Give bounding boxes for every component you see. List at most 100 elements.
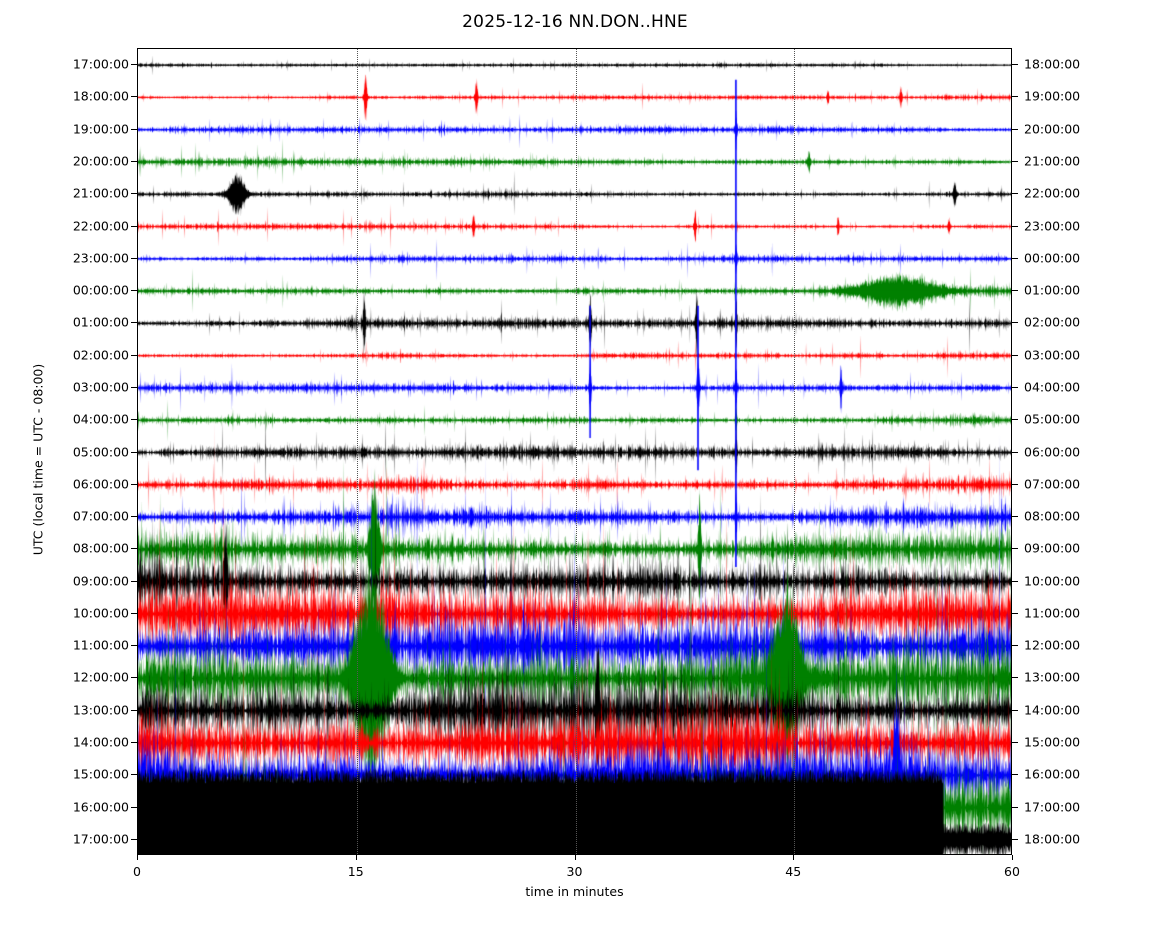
y-tick-label-left: 22:00:00 [72, 218, 129, 234]
y-tick-mark-left [131, 160, 137, 162]
y-tick-mark-right [1012, 96, 1018, 98]
y-tick-mark-left [131, 806, 137, 808]
y-tick-mark-left [131, 257, 137, 259]
x-tick-label: 0 [133, 864, 141, 879]
y-tick-mark-right [1012, 483, 1018, 485]
y-tick-mark-right [1012, 160, 1018, 162]
y-tick-label-right: 23:00:00 [1024, 218, 1081, 234]
y-tick-mark-right [1012, 742, 1018, 744]
x-axis-title: time in minutes [525, 884, 624, 899]
seismogram-traces [138, 49, 1011, 854]
y-tick-mark-left [131, 483, 137, 485]
y-tick-mark-right [1012, 322, 1018, 324]
y-tick-label-right: 17:00:00 [1024, 799, 1081, 815]
y-tick-label-left: 20:00:00 [72, 153, 129, 169]
y-tick-mark-left [131, 709, 137, 711]
y-tick-mark-left [131, 742, 137, 744]
y-tick-label-left: 15:00:00 [72, 766, 129, 782]
y-tick-label-right: 22:00:00 [1024, 185, 1081, 201]
x-tick-mark [793, 855, 795, 860]
y-tick-mark-right [1012, 709, 1018, 711]
y-tick-label-right: 15:00:00 [1024, 734, 1081, 750]
y-tick-label-left: 02:00:00 [72, 347, 129, 363]
y-tick-mark-left [131, 354, 137, 356]
y-tick-label-left: 23:00:00 [72, 250, 129, 266]
y-tick-mark-right [1012, 838, 1018, 840]
x-tick-label: 60 [1004, 864, 1020, 879]
y-tick-label-left: 14:00:00 [72, 734, 129, 750]
y-tick-mark-left [131, 645, 137, 647]
x-tick-label: 30 [566, 864, 583, 879]
y-tick-mark-left [131, 193, 137, 195]
page-title: 2025-12-16 NN.DON..HNE [462, 12, 688, 32]
y-tick-mark-right [1012, 225, 1018, 227]
y-tick-mark-right [1012, 386, 1018, 388]
y-tick-mark-right [1012, 612, 1018, 614]
y-tick-label-left: 17:00:00 [72, 56, 129, 72]
y-tick-label-right: 18:00:00 [1024, 831, 1081, 847]
y-tick-label-right: 11:00:00 [1024, 605, 1081, 621]
y-tick-mark-right [1012, 419, 1018, 421]
y-tick-label-right: 13:00:00 [1024, 669, 1081, 685]
y-tick-mark-right [1012, 128, 1018, 130]
y-axis-title: UTC (local time = UTC - 08:00) [30, 363, 46, 556]
y-tick-mark-right [1012, 548, 1018, 550]
y-tick-mark-left [131, 612, 137, 614]
y-tick-label-left: 01:00:00 [72, 314, 129, 330]
y-tick-label-right: 09:00:00 [1024, 540, 1081, 556]
y-tick-mark-left [131, 451, 137, 453]
x-tick-mark [1012, 855, 1013, 860]
y-tick-mark-left [131, 128, 137, 130]
x-tick-mark [137, 855, 138, 860]
y-tick-label-right: 20:00:00 [1024, 121, 1081, 137]
y-tick-label-left: 06:00:00 [72, 476, 129, 492]
y-tick-label-left: 11:00:00 [72, 637, 129, 653]
y-tick-label-right: 05:00:00 [1024, 411, 1081, 427]
y-tick-mark-left [131, 290, 137, 292]
y-tick-mark-right [1012, 774, 1018, 776]
y-tick-label-left: 21:00:00 [72, 185, 129, 201]
y-tick-mark-right [1012, 645, 1018, 647]
x-tick-label: 15 [347, 864, 364, 879]
y-tick-label-left: 19:00:00 [72, 121, 129, 137]
y-tick-mark-right [1012, 516, 1018, 518]
y-tick-label-right: 04:00:00 [1024, 379, 1081, 395]
y-tick-mark-left [131, 386, 137, 388]
y-tick-mark-right [1012, 580, 1018, 582]
y-tick-mark-right [1012, 193, 1018, 195]
y-tick-label-right: 12:00:00 [1024, 637, 1081, 653]
y-tick-label-left: 03:00:00 [72, 379, 129, 395]
y-tick-label-right: 01:00:00 [1024, 282, 1081, 298]
y-tick-label-right: 06:00:00 [1024, 444, 1081, 459]
plot-area [137, 48, 1012, 855]
y-tick-mark-left [131, 64, 137, 66]
y-tick-mark-right [1012, 677, 1018, 679]
x-tick-label: 45 [785, 864, 802, 879]
y-tick-label-right: 07:00:00 [1024, 476, 1081, 492]
y-tick-label-right: 00:00:00 [1024, 250, 1081, 266]
y-tick-mark-right [1012, 64, 1018, 66]
y-tick-label-right: 14:00:00 [1024, 702, 1081, 718]
y-tick-label-right: 16:00:00 [1024, 766, 1081, 782]
y-tick-mark-right [1012, 806, 1018, 808]
y-tick-label-left: 08:00:00 [72, 540, 129, 556]
y-tick-label-left: 12:00:00 [72, 669, 129, 685]
y-tick-label-left: 17:00:00 [72, 831, 129, 847]
y-tick-mark-left [131, 419, 137, 421]
y-tick-label-left: 04:00:00 [72, 411, 129, 427]
y-tick-mark-left [131, 677, 137, 679]
y-tick-mark-right [1012, 451, 1018, 453]
y-tick-mark-right [1012, 257, 1018, 259]
y-tick-label-left: 16:00:00 [72, 799, 129, 815]
y-tick-label-left: 13:00:00 [72, 702, 129, 718]
y-tick-label-left: 05:00:00 [72, 444, 129, 459]
y-tick-mark-left [131, 96, 137, 98]
y-tick-mark-left [131, 225, 137, 227]
y-tick-label-right: 10:00:00 [1024, 573, 1081, 589]
y-tick-mark-left [131, 774, 137, 776]
y-tick-label-right: 19:00:00 [1024, 88, 1081, 104]
y-tick-label-right: 02:00:00 [1024, 314, 1081, 330]
x-tick-mark [574, 855, 576, 860]
y-tick-mark-left [131, 322, 137, 324]
